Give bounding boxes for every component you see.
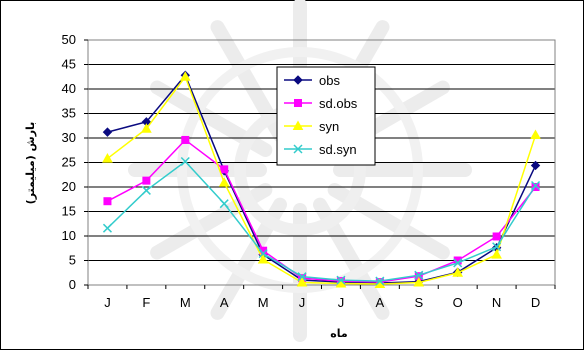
series-line — [107, 75, 537, 285]
x-tick-label: J — [104, 295, 111, 310]
legend: obs sd.obs syn sd.syn — [276, 66, 376, 166]
data-point — [297, 272, 307, 282]
data-point — [530, 129, 541, 140]
data-point — [179, 71, 191, 81]
x-tick-label: N — [492, 295, 501, 310]
y-tick-label: 50 — [62, 32, 76, 47]
data-point — [180, 156, 190, 167]
y-axis-ticks: 0 5 10 15 20 25 30 35 40 45 50 — [62, 32, 88, 292]
x-tick-label: M — [180, 295, 191, 310]
legend-item: syn — [284, 119, 339, 134]
data-point — [102, 223, 112, 233]
data-point — [336, 275, 346, 285]
data-point — [219, 199, 229, 209]
data-point — [452, 267, 464, 277]
y-tick-label: 35 — [62, 106, 76, 121]
x-tick-label: J — [338, 295, 345, 310]
data-point — [181, 135, 190, 144]
data-point — [257, 254, 269, 264]
y-tick-label: 15 — [62, 204, 76, 219]
y-tick-label: 45 — [62, 57, 76, 72]
watermark-ring — [177, 47, 423, 293]
data-point — [453, 258, 463, 268]
series-layer — [102, 70, 541, 289]
data-point — [258, 249, 268, 259]
legend-swatch-marker — [294, 99, 302, 107]
y-axis-title: بارش (میلیمتر) — [24, 122, 37, 205]
data-point — [491, 249, 502, 259]
x-tick-label: J — [299, 295, 306, 310]
x-tick-label: O — [453, 295, 463, 310]
legend-label: sd.obs — [319, 96, 358, 111]
y-tick-label: 40 — [62, 81, 76, 96]
x-tick-label: M — [258, 295, 269, 310]
legend-label: obs — [319, 73, 340, 88]
legend-swatch-marker — [293, 144, 303, 154]
series-sd-syn — [102, 156, 541, 286]
x-tick-label: A — [220, 295, 229, 310]
series-line — [106, 160, 537, 282]
data-point — [492, 232, 501, 241]
y-tick-label: 30 — [62, 130, 76, 145]
data-point — [413, 277, 425, 287]
data-point — [141, 123, 152, 133]
series-line — [107, 138, 537, 283]
y-tick-label: 5 — [69, 253, 76, 268]
y-tick-label: 10 — [62, 228, 76, 243]
data-point — [220, 165, 229, 174]
legend-label: syn — [319, 119, 339, 134]
legend-item: sd.syn — [284, 142, 357, 157]
series-line — [107, 73, 537, 284]
data-point — [492, 242, 502, 252]
data-point — [530, 160, 541, 171]
data-point — [102, 153, 113, 163]
legend-item: sd.obs — [284, 96, 358, 111]
x-tick-label: F — [142, 295, 150, 310]
x-axis-title: ماه — [330, 327, 347, 340]
data-point — [218, 177, 230, 187]
data-point — [531, 180, 541, 191]
y-tick-label: 0 — [69, 277, 76, 292]
legend-label: sd.syn — [319, 142, 357, 157]
data-point — [142, 176, 151, 185]
data-point — [414, 270, 424, 280]
y-tick-label: 20 — [62, 179, 76, 194]
data-point — [531, 183, 540, 191]
legend-item: obs — [284, 73, 340, 88]
legend-swatch-marker — [293, 75, 303, 85]
data-point — [375, 276, 385, 286]
x-tick-label: D — [531, 295, 540, 310]
data-point — [141, 185, 151, 195]
data-point — [296, 277, 308, 287]
data-point — [102, 127, 113, 137]
legend-swatch-marker — [292, 120, 304, 130]
data-point — [103, 197, 112, 206]
y-tick-label: 25 — [62, 155, 76, 170]
x-tick-label: S — [414, 295, 423, 310]
x-tick-label: A — [376, 295, 385, 310]
